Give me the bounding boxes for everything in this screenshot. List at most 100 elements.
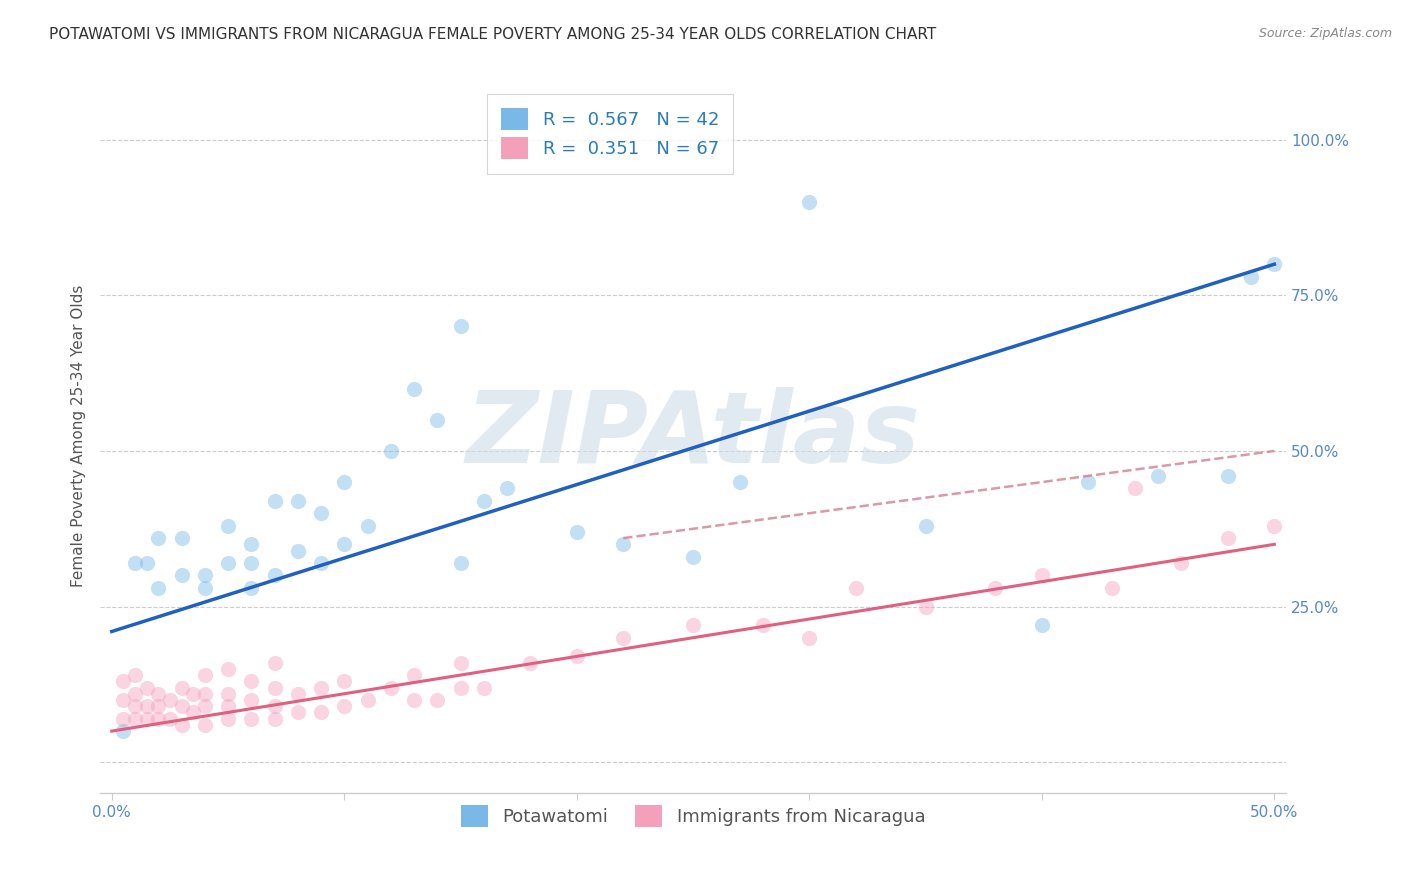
Point [799,194,821,209]
Point [333,537,356,551]
Point [124,712,146,726]
Point [263,656,285,670]
Point [450,681,472,695]
Point [217,712,239,726]
Point [380,681,402,695]
Point [170,531,193,545]
Point [356,518,378,533]
Point [194,668,217,682]
Point [112,712,135,726]
Point [565,524,588,539]
Text: ZIPAtlas: ZIPAtlas [465,387,921,483]
Point [1031,568,1053,582]
Point [472,681,495,695]
Point [402,693,425,707]
Point [159,693,181,707]
Point [240,674,263,689]
Point [309,681,332,695]
Legend: Potawatomi, Immigrants from Nicaragua: Potawatomi, Immigrants from Nicaragua [454,798,932,834]
Point [1379,506,1402,520]
Point [1263,518,1285,533]
Point [914,518,936,533]
Point [845,581,868,595]
Point [194,687,217,701]
Point [1077,475,1099,489]
Point [356,693,378,707]
Point [263,712,285,726]
Point [240,581,263,595]
Point [612,537,634,551]
Point [519,656,541,670]
Point [1263,257,1285,271]
Point [112,724,135,739]
Point [1309,531,1331,545]
Point [217,662,239,676]
Point [135,699,157,714]
Point [148,699,170,714]
Point [1216,468,1239,483]
Point [217,518,239,533]
Point [333,674,356,689]
Text: Source: ZipAtlas.com: Source: ZipAtlas.com [1258,27,1392,40]
Point [752,618,775,632]
Point [148,712,170,726]
Point [450,656,472,670]
Point [309,556,332,570]
Point [112,693,135,707]
Point [217,699,239,714]
Point [1101,581,1123,595]
Point [124,699,146,714]
Point [565,649,588,664]
Point [170,718,193,732]
Point [263,681,285,695]
Point [1123,481,1146,495]
Point [194,581,217,595]
Point [380,444,402,458]
Point [170,681,193,695]
Point [124,668,146,682]
Point [472,493,495,508]
Point [426,413,449,427]
Point [148,581,170,595]
Point [1170,556,1192,570]
Point [309,706,332,720]
Point [402,382,425,396]
Point [799,631,821,645]
Point [263,699,285,714]
Point [240,537,263,551]
Point [728,475,751,489]
Point [170,568,193,582]
Point [170,699,193,714]
Point [194,699,217,714]
Point [159,712,181,726]
Point [1031,618,1053,632]
Point [194,718,217,732]
Point [181,687,204,701]
Point [682,618,704,632]
Y-axis label: Female Poverty Among 25-34 Year Olds: Female Poverty Among 25-34 Year Olds [72,285,86,587]
Point [287,706,309,720]
Point [426,693,449,707]
Point [1240,269,1263,284]
Text: POTAWATOMI VS IMMIGRANTS FROM NICARAGUA FEMALE POVERTY AMONG 25-34 YEAR OLDS COR: POTAWATOMI VS IMMIGRANTS FROM NICARAGUA … [49,27,936,42]
Point [148,687,170,701]
Point [263,493,285,508]
Point [217,687,239,701]
Point [984,581,1007,595]
Point [240,712,263,726]
Point [287,493,309,508]
Point [135,556,157,570]
Point [333,699,356,714]
Point [333,475,356,489]
Point [240,693,263,707]
Point [450,319,472,334]
Point [240,556,263,570]
Point [135,712,157,726]
Point [263,568,285,582]
Point [309,506,332,520]
Point [112,674,135,689]
Point [148,531,170,545]
Point [612,631,634,645]
Point [914,599,936,614]
Point [135,681,157,695]
